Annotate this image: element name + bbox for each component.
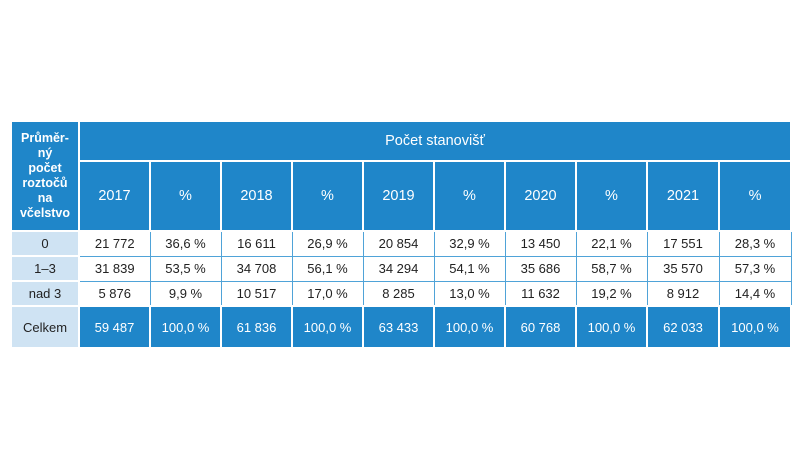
column-header: 2020 — [504, 160, 577, 232]
column-header: 2018 — [220, 160, 293, 232]
total-cell: 100,0 % — [291, 305, 364, 349]
table-cell: 21 772 — [78, 230, 151, 257]
table-cell: 53,5 % — [149, 255, 222, 282]
corner-line: počet — [28, 161, 62, 175]
table-cell: 11 632 — [504, 280, 577, 307]
corner-line: roztočů — [22, 176, 68, 190]
table-row: 0 21 772 36,6 % 16 611 26,9 % 20 854 32,… — [10, 230, 792, 257]
table-cell: 22,1 % — [575, 230, 648, 257]
column-header: % — [575, 160, 648, 232]
table-cell: 17,0 % — [291, 280, 364, 307]
column-header: 2021 — [646, 160, 720, 232]
total-cell: 100,0 % — [149, 305, 222, 349]
mites-per-colony-table: Průměr- ný počet roztočů na včelstvo Poč… — [10, 120, 793, 349]
total-cell: 60 768 — [504, 305, 577, 349]
table-row: nad 3 5 876 9,9 % 10 517 17,0 % 8 285 13… — [10, 280, 792, 307]
table-cell: 17 551 — [646, 230, 720, 257]
table-cell: 8 912 — [646, 280, 720, 307]
column-header: % — [433, 160, 506, 232]
column-header: % — [149, 160, 222, 232]
table-row: 1–3 31 839 53,5 % 34 708 56,1 % 34 294 5… — [10, 255, 792, 282]
table-cell: 19,2 % — [575, 280, 648, 307]
table-cell: 35 570 — [646, 255, 720, 282]
total-cell: 63 433 — [362, 305, 435, 349]
corner-line: na — [37, 191, 53, 205]
table-cell: 57,3 % — [718, 255, 792, 282]
column-header: % — [717, 160, 793, 232]
row-header-cell: Průměr- ný počet roztočů na včelstvo — [10, 120, 80, 232]
table-cell: 36,6 % — [149, 230, 222, 257]
column-header: 2017 — [78, 160, 151, 232]
table-cell: 20 854 — [362, 230, 435, 257]
total-cell: 100,0 % — [717, 305, 793, 349]
column-header: % — [291, 160, 364, 232]
table-cell: 34 294 — [362, 255, 435, 282]
table-cell: 16 611 — [220, 230, 293, 257]
table-cell: 58,7 % — [575, 255, 648, 282]
table-cell: 14,4 % — [718, 280, 792, 307]
corner-line: včelstvo — [19, 206, 71, 220]
table-cell: 54,1 % — [433, 255, 506, 282]
table-cell: 56,1 % — [291, 255, 364, 282]
column-header: 2019 — [362, 160, 435, 232]
row-label: 0 — [10, 230, 80, 257]
table-cell: 35 686 — [504, 255, 577, 282]
total-cell: 100,0 % — [433, 305, 506, 349]
row-label: 1–3 — [10, 255, 80, 282]
table-cell: 8 285 — [362, 280, 435, 307]
table-cell: 10 517 — [220, 280, 293, 307]
row-label: nad 3 — [10, 280, 80, 307]
table-cell: 26,9 % — [291, 230, 364, 257]
table-cell: 13 450 — [504, 230, 577, 257]
table-cell: 5 876 — [78, 280, 151, 307]
total-cell: 100,0 % — [575, 305, 648, 349]
total-row: Celkem 59 487 100,0 % 61 836 100,0 % 63 … — [10, 305, 793, 349]
total-cell: 62 033 — [646, 305, 720, 349]
total-cell: 61 836 — [220, 305, 293, 349]
table-cell: 13,0 % — [433, 280, 506, 307]
table-cell: 28,3 % — [718, 230, 792, 257]
group-header: Počet stanovišť — [77, 120, 793, 162]
corner-line: ný — [37, 146, 53, 160]
table-cell: 31 839 — [78, 255, 151, 282]
table-cell: 9,9 % — [149, 280, 222, 307]
row-label: Celkem — [10, 305, 80, 349]
corner-line: Průměr- — [21, 131, 69, 145]
table-cell: 32,9 % — [433, 230, 506, 257]
table-cell: 34 708 — [220, 255, 293, 282]
total-cell: 59 487 — [78, 305, 151, 349]
data-table-container: Průměr- ný počet roztočů na včelstvo Poč… — [10, 120, 793, 349]
